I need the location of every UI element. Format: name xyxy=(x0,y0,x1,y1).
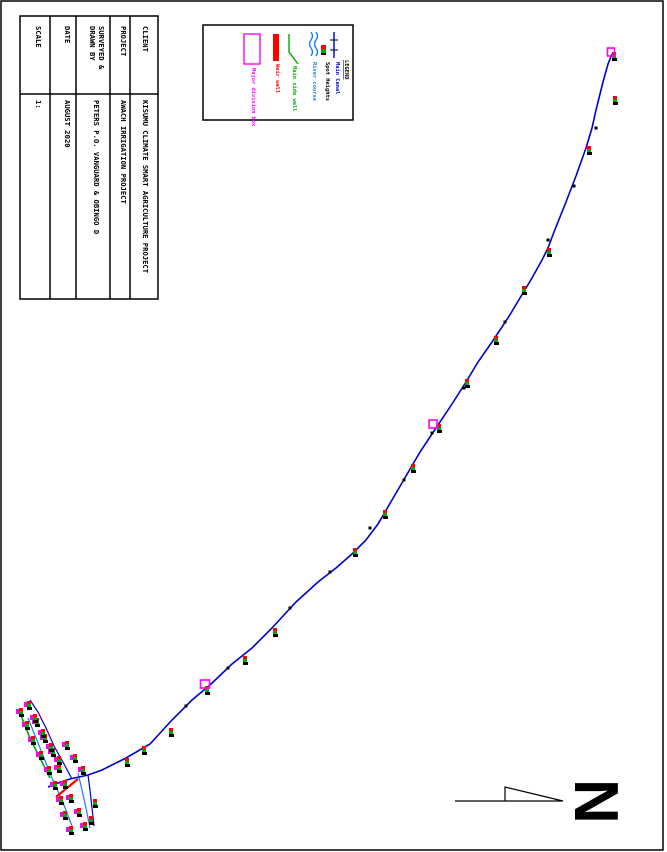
chainage-tick xyxy=(368,526,372,530)
chainage-tick xyxy=(402,478,406,482)
legend-main-side-wall: Main side wall xyxy=(291,66,297,111)
north-arrow: N xyxy=(455,779,630,824)
structure-marker xyxy=(169,728,174,737)
structure-marker xyxy=(24,701,32,710)
side-wall-symbol xyxy=(288,34,299,65)
legend: LEGEND Main Canal Spot Heights River cou… xyxy=(202,24,354,127)
structure-marker xyxy=(125,758,130,767)
surveyed-label-line2: DRAWN BY xyxy=(88,26,97,61)
main-canal xyxy=(47,53,613,788)
structure-marker xyxy=(465,379,470,388)
structure-marker xyxy=(30,714,38,723)
chainage-tick xyxy=(572,184,576,188)
structure-marker xyxy=(50,781,58,790)
major-division-box xyxy=(199,679,211,689)
legend-major-division-box: Major division box xyxy=(250,68,257,127)
structure-marker xyxy=(353,548,358,557)
client-label: CLIENT xyxy=(141,26,150,53)
project-label: PROJECT xyxy=(119,26,128,57)
scale-value: 1: xyxy=(34,100,43,109)
spot-height-markers xyxy=(16,52,618,835)
structure-marker xyxy=(437,424,442,433)
structure-marker xyxy=(60,811,68,820)
date-value: AUGUST 2020 xyxy=(63,100,72,148)
legend-title: LEGEND xyxy=(343,60,349,79)
river-branch xyxy=(77,772,91,829)
major-division-box xyxy=(428,419,438,429)
structure-marker xyxy=(243,656,248,665)
structure-marker xyxy=(70,754,78,763)
legend-spot-heights: Spot Heights xyxy=(324,62,330,101)
river-course xyxy=(27,717,73,827)
structure-marker xyxy=(494,336,499,345)
structure-marker xyxy=(74,808,82,817)
structure-marker xyxy=(80,822,88,831)
structure-marker xyxy=(56,796,64,805)
branch-canal-1 xyxy=(29,699,73,780)
structure-marker xyxy=(142,746,147,755)
chainage-tick xyxy=(288,606,292,610)
structure-marker xyxy=(273,628,278,637)
structure-marker xyxy=(522,286,527,295)
surveyed-label-line1: SURVEYED & xyxy=(97,26,106,70)
legend-border xyxy=(202,24,354,121)
spot-height-symbol xyxy=(321,45,326,55)
title-block: CLIENT KISUMU CLIMATE SMART AGRICULTURE … xyxy=(19,15,159,300)
chainage-tick xyxy=(328,570,332,574)
division-box-symbol xyxy=(243,33,261,65)
structure-marker xyxy=(613,96,618,105)
chainage-tick xyxy=(462,386,466,390)
weir-wall-symbol xyxy=(273,34,279,61)
structure-marker xyxy=(66,826,74,835)
structure-marker xyxy=(28,736,36,745)
chainage-tick xyxy=(546,238,550,242)
river-course-symbol xyxy=(308,31,319,57)
structure-marker xyxy=(38,729,46,738)
chainage-tick xyxy=(184,704,188,708)
legend-main-canal: Main Canal xyxy=(334,62,340,94)
legend-weir-wall: Weir wall xyxy=(274,64,280,93)
structure-marker xyxy=(89,816,94,825)
structure-marker xyxy=(44,766,52,775)
structure-marker xyxy=(60,780,68,789)
structure-marker xyxy=(54,756,62,765)
structure-marker xyxy=(78,766,86,775)
north-arrow-letter: N xyxy=(561,779,630,824)
title-block-border xyxy=(19,15,159,300)
main-canal-symbol xyxy=(330,32,338,58)
structure-marker xyxy=(66,794,74,803)
structure-marker xyxy=(36,751,44,760)
structure-marker xyxy=(93,799,98,808)
canal-network xyxy=(16,47,618,835)
major-division-box xyxy=(606,47,616,57)
structure-marker xyxy=(16,708,24,717)
project-value: AWACH IRRIGATION PROJECT xyxy=(119,100,128,205)
structure-marker xyxy=(46,743,54,752)
structure-marker xyxy=(587,146,592,155)
legend-river-course: River course xyxy=(311,62,317,102)
structure-marker xyxy=(383,510,388,519)
date-label: DATE xyxy=(63,26,72,43)
structure-marker xyxy=(547,248,552,257)
chainage-tick xyxy=(430,431,434,435)
division-boxes xyxy=(199,47,616,689)
north-arrow-pointer xyxy=(455,786,564,802)
chainage-tick xyxy=(594,126,598,130)
client-value: KISUMU CLIMATE SMART AGRICULTURE PROJECT xyxy=(141,100,150,274)
chainage-tick xyxy=(503,320,507,324)
chainage-tick xyxy=(226,666,230,670)
structure-marker xyxy=(411,464,416,473)
scale-label: SCALE xyxy=(34,26,43,48)
structure-marker xyxy=(54,764,62,773)
structure-marker xyxy=(22,721,30,730)
surveyed-value: PETERS P.O. VANGUARD & OBINGO D xyxy=(92,100,101,234)
structure-marker xyxy=(62,741,70,750)
